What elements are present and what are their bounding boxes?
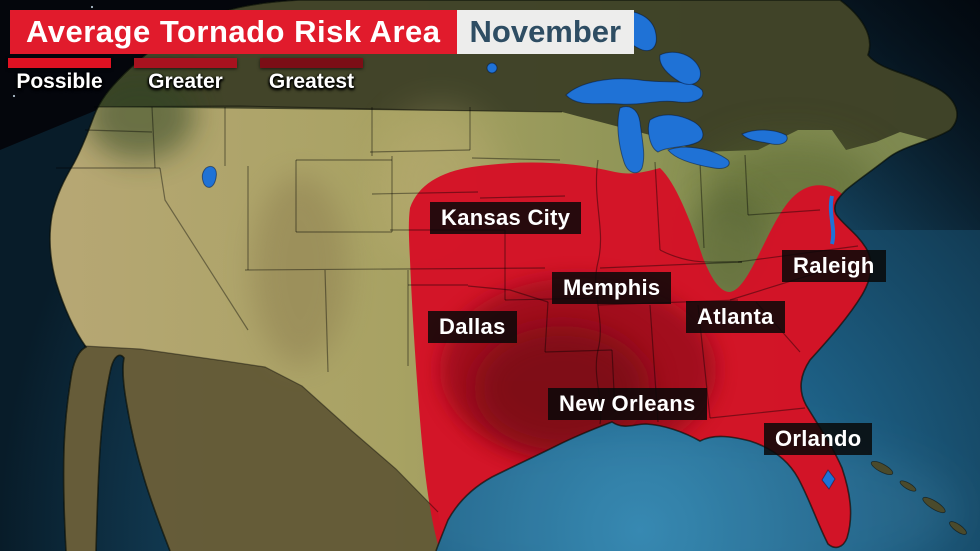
great-salt-lake [201, 165, 217, 188]
lake-huron [647, 114, 704, 153]
city-label-orlando: Orlando [764, 423, 873, 455]
lake-okeechobee [821, 469, 836, 490]
risk-legend: Possible Greater Greatest [8, 58, 363, 93]
legend-item-possible: Possible [8, 58, 111, 93]
city-label-kansas-city: Kansas City [430, 202, 582, 234]
lake-superior [565, 78, 704, 105]
city-label-new-orleans: New Orleans [548, 388, 707, 420]
legend-swatch-possible [8, 58, 111, 68]
city-label-memphis: Memphis [552, 272, 672, 304]
legend-label-possible: Possible [16, 70, 103, 93]
month-badge: November [456, 10, 635, 54]
lake-michigan [617, 106, 645, 174]
pnw-forest [85, 70, 195, 160]
great-lakes [201, 10, 836, 490]
title-bar: Average Tornado Risk Area November [10, 10, 635, 54]
city-label-raleigh: Raleigh [782, 250, 886, 282]
lake-erie [667, 146, 730, 169]
legend-label-greater: Greater [148, 70, 223, 93]
rockies [252, 175, 348, 365]
lake-manitoba [659, 51, 701, 85]
city-label-atlanta: Atlanta [686, 301, 785, 333]
small-lake [486, 62, 498, 74]
legend-item-greater: Greater [134, 58, 237, 93]
chesapeake-bay [828, 195, 836, 245]
legend-swatch-greater [134, 58, 237, 68]
state-borders [56, 105, 859, 513]
page-title: Average Tornado Risk Area [10, 10, 457, 54]
legend-label-greatest: Greatest [268, 70, 355, 93]
legend-item-greatest: Greatest [260, 58, 363, 93]
city-label-dallas: Dallas [428, 311, 517, 343]
lake-ontario [741, 129, 788, 145]
bahamas-islands [870, 460, 967, 535]
legend-swatch-greatest [260, 58, 363, 68]
